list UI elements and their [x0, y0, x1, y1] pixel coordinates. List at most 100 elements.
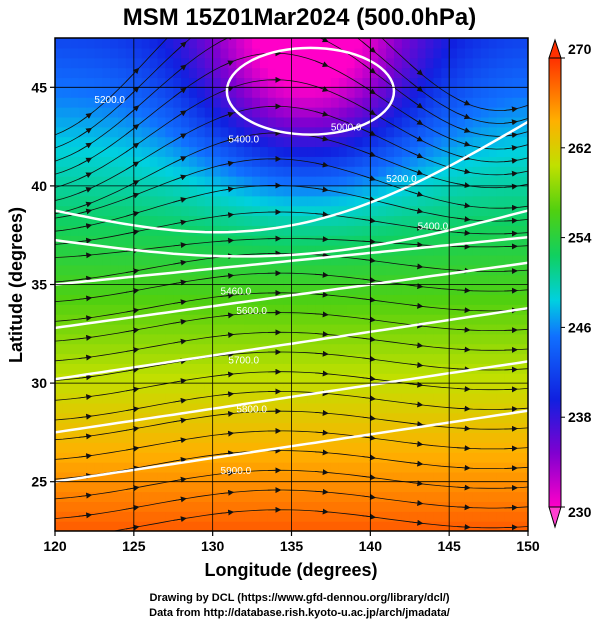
field-cell: [299, 314, 308, 325]
field-cell: [173, 107, 182, 118]
field-cell: [504, 333, 513, 345]
field-cell: [236, 264, 245, 276]
field-cell: [244, 107, 253, 118]
field-cell: [362, 501, 371, 512]
field-cell: [157, 274, 166, 286]
field-cell: [157, 57, 166, 69]
field-cell: [259, 205, 269, 217]
field-cell: [346, 38, 356, 49]
field-cell: [362, 205, 371, 217]
field-cell: [512, 47, 521, 59]
field-cell: [189, 343, 198, 355]
field-cell: [449, 67, 458, 79]
field-cell: [425, 323, 434, 335]
field-cell: [488, 245, 498, 256]
field-cell: [94, 491, 103, 503]
field-cell: [370, 166, 379, 177]
field-cell: [338, 284, 348, 295]
field-cell: [480, 107, 490, 118]
field-cell: [118, 47, 127, 59]
field-cell: [204, 422, 214, 433]
field-cell: [401, 501, 411, 512]
field-cell: [259, 471, 269, 483]
field-cell: [488, 383, 498, 394]
field-cell: [520, 136, 528, 148]
field-cell: [236, 47, 245, 59]
field-cell: [181, 383, 190, 394]
field-cell: [299, 461, 308, 473]
field-cell: [307, 392, 316, 404]
field-cell: [252, 521, 261, 531]
field-cell: [173, 176, 182, 187]
field-cell: [425, 166, 434, 177]
field-cell: [307, 402, 316, 414]
field-cell: [346, 264, 356, 276]
field-cell: [338, 274, 348, 286]
field-cell: [504, 353, 513, 364]
field-cell: [157, 284, 166, 295]
field-cell: [181, 47, 190, 59]
field-cell: [228, 511, 237, 522]
field-cell: [346, 195, 356, 207]
field-cell: [110, 146, 119, 157]
field-cell: [425, 373, 434, 384]
field-cell: [330, 77, 340, 88]
field-cell: [433, 392, 442, 404]
field-cell: [236, 57, 245, 69]
field-cell: [173, 284, 182, 295]
field-cell: [409, 38, 419, 49]
field-cell: [212, 481, 222, 493]
field-cell: [417, 511, 427, 522]
field-cell: [425, 314, 434, 325]
field-cell: [141, 136, 151, 148]
field-cell: [196, 116, 206, 128]
field-cell: [62, 225, 72, 236]
field-cell: [149, 432, 159, 443]
field-cell: [86, 521, 96, 531]
field-cell: [196, 87, 206, 98]
field-cell: [133, 353, 143, 364]
field-cell: [496, 422, 505, 433]
x-ticks: 120 125 130 135 140 145 150: [43, 531, 540, 554]
field-cell: [370, 245, 379, 256]
field-cell: [55, 343, 64, 355]
field-cell: [55, 392, 64, 404]
field-cell: [433, 136, 442, 148]
field-cell: [417, 314, 427, 325]
field-cell: [244, 491, 253, 503]
field-cell: [212, 116, 222, 128]
field-cell: [393, 304, 403, 315]
field-cell: [141, 87, 151, 98]
field-cell: [55, 402, 64, 414]
field-cell: [94, 323, 103, 335]
field-cell: [464, 284, 474, 295]
field-cell: [228, 412, 237, 424]
field-cell: [78, 274, 88, 286]
field-cell: [307, 185, 316, 197]
field-cell: [378, 67, 387, 79]
field-cell: [401, 314, 411, 325]
field-cell: [133, 392, 143, 404]
field-cell: [472, 185, 482, 197]
field-cell: [299, 245, 308, 256]
field-cell: [433, 245, 442, 256]
field-cell: [330, 363, 340, 374]
field-cell: [362, 383, 371, 394]
field-cell: [480, 274, 490, 286]
field-cell: [149, 373, 159, 384]
field-cell: [378, 136, 387, 148]
field-cell: [275, 87, 285, 98]
field-cell: [181, 264, 190, 276]
field-cell: [165, 323, 174, 335]
field-cell: [512, 67, 521, 79]
field-cell: [457, 383, 466, 394]
field-cell: [338, 363, 348, 374]
field-cell: [307, 245, 316, 256]
field-cell: [520, 254, 528, 266]
field-cell: [94, 116, 103, 128]
colorbar-tick-label: 238: [568, 409, 592, 425]
field-cell: [496, 274, 505, 286]
field-cell: [323, 304, 332, 315]
field-cell: [157, 452, 166, 463]
field-cell: [70, 205, 80, 217]
